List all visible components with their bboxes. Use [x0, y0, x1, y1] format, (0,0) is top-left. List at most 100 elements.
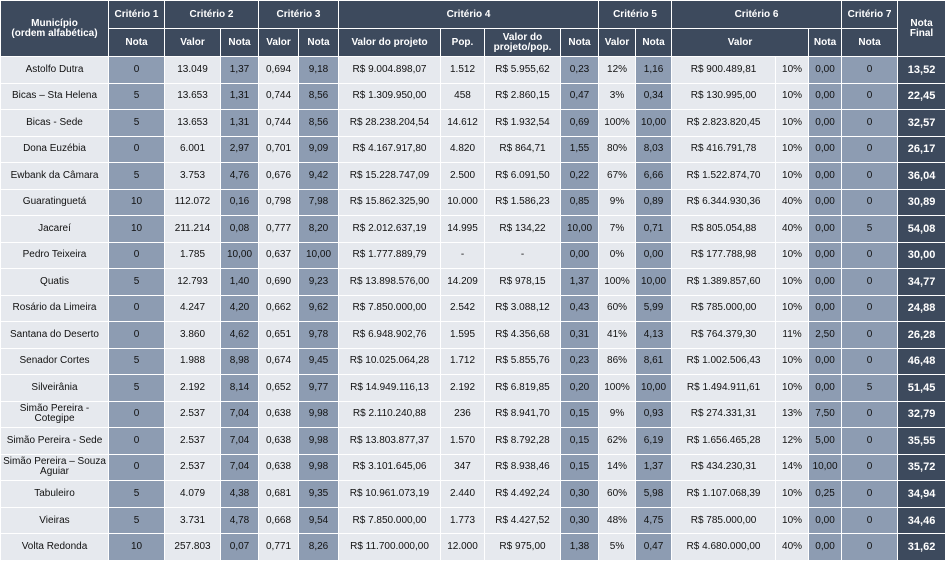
cell: 7,04 — [220, 453, 259, 482]
cell: R$ 864,71 — [484, 135, 561, 164]
cell: 1.712 — [440, 347, 485, 376]
cell: 0,23 — [559, 56, 600, 84]
cell: 0,00 — [808, 162, 843, 190]
cell: 9,42 — [298, 162, 339, 190]
column-header: Valor — [164, 28, 221, 57]
cell: 0,93 — [635, 400, 673, 429]
cell: R$ 6.948.902,76 — [338, 321, 441, 349]
cell: 0,638 — [258, 400, 299, 429]
cell: 9,78 — [298, 321, 339, 349]
cell: 14.612 — [440, 109, 485, 137]
table-row: Tabuleiro 5 4.079 4,38 0,681 9,35 R$ 10.961.07… — [0, 480, 945, 508]
cell: 0 — [841, 241, 899, 270]
cell: 0 — [841, 162, 899, 190]
cell: 9% — [598, 400, 637, 429]
group-header: Critério 3 — [258, 0, 339, 29]
cell: 9,09 — [298, 135, 339, 164]
group-header: Critério 5 — [598, 0, 673, 29]
cell: R$ 4.427,52 — [484, 506, 561, 535]
cell: 10,00 — [559, 215, 600, 243]
cell: 6,66 — [635, 162, 673, 190]
cell: 3.753 — [164, 162, 221, 190]
cell: 5,98 — [635, 480, 673, 508]
cell: - — [440, 241, 485, 270]
cell: 2.537 — [164, 453, 221, 482]
cell: 10,00 — [635, 374, 673, 402]
cell: 9,98 — [298, 453, 339, 482]
municipality: Dona Euzébia — [0, 135, 109, 164]
cell: 1,16 — [635, 56, 673, 84]
cell: R$ 7.850.000,00 — [338, 294, 441, 323]
cell: 3.731 — [164, 506, 221, 535]
cell: 8,56 — [298, 109, 339, 137]
column-header: Nota — [298, 28, 339, 57]
cell: 14% — [598, 453, 637, 482]
cell: R$ 7.850.000,00 — [338, 506, 441, 535]
cell: 10% — [775, 56, 810, 84]
cell: 0,637 — [258, 241, 299, 270]
cell: R$ 1.932,54 — [484, 109, 561, 137]
cell: R$ 5.855,76 — [484, 347, 561, 376]
cell: 26,17 — [897, 135, 945, 164]
table-row: Simão Pereira – Souza Aguiar 0 2.537 7,04 0,… — [0, 453, 945, 482]
cell: 10,00 — [808, 453, 843, 482]
cell: R$ 975,00 — [484, 533, 561, 561]
cell: 8,03 — [635, 135, 673, 164]
cell: R$ 6.091,50 — [484, 162, 561, 190]
cell: 7,04 — [220, 400, 259, 429]
cell: 0 — [108, 294, 165, 323]
cell: 0 — [841, 321, 899, 349]
cell: R$ 15.228.747,09 — [338, 162, 441, 190]
group-header: Município (ordem alfabética) — [0, 0, 109, 57]
cell: 5% — [598, 533, 637, 561]
municipality: Santana do Deserto — [0, 321, 109, 349]
cell: 12% — [598, 56, 637, 84]
cell: 0,00 — [808, 109, 843, 137]
header-row: Município (ordem alfabética) Critério 1 Cr… — [0, 0, 945, 57]
cell: 60% — [598, 480, 637, 508]
cell: 2.192 — [440, 374, 485, 402]
cell: 48% — [598, 506, 637, 535]
municipality: Astolfo Dutra — [0, 56, 109, 84]
cell: R$ 764.379,30 — [671, 321, 777, 349]
cell: 0,00 — [808, 506, 843, 535]
cell: 3.860 — [164, 321, 221, 349]
cell: R$ 6.344.930,36 — [671, 188, 777, 217]
cell: 0,20 — [559, 374, 600, 402]
cell: 100% — [598, 268, 637, 296]
cell: R$ 10.025.064,28 — [338, 347, 441, 376]
cell: 0,00 — [808, 294, 843, 323]
cell: 0,22 — [559, 162, 600, 190]
cell: 80% — [598, 135, 637, 164]
column-header: Pop. — [440, 28, 485, 57]
cell: 8,20 — [298, 215, 339, 243]
cell: 62% — [598, 427, 637, 455]
cell: 0 — [841, 480, 899, 508]
cell: R$ 1.777.889,79 — [338, 241, 441, 270]
cell: 9,98 — [298, 427, 339, 455]
cell: R$ 130.995,00 — [671, 82, 777, 111]
cell: 9,62 — [298, 294, 339, 323]
cell: 4.820 — [440, 135, 485, 164]
cell: R$ 4.680.000,00 — [671, 533, 777, 561]
cell: 0,47 — [559, 82, 600, 111]
cell: 4,78 — [220, 506, 259, 535]
cell: R$ 15.862.325,90 — [338, 188, 441, 217]
cell: 5 — [108, 268, 165, 296]
cell: 0,15 — [559, 453, 600, 482]
cell: 0,15 — [559, 400, 600, 429]
cell: 9,18 — [298, 56, 339, 84]
cell: 7,98 — [298, 188, 339, 217]
cell: 1,38 — [559, 533, 600, 561]
cell: 13% — [775, 400, 810, 429]
cell: 100% — [598, 374, 637, 402]
cell: 0 — [841, 56, 899, 84]
municipality: Quatis — [0, 268, 109, 296]
cell: 0,00 — [808, 268, 843, 296]
cell: 10% — [775, 135, 810, 164]
cell: 10 — [108, 188, 165, 217]
cell: 10,00 — [635, 268, 673, 296]
cell: 14% — [775, 453, 810, 482]
cell: R$ 1.309.950,00 — [338, 82, 441, 111]
